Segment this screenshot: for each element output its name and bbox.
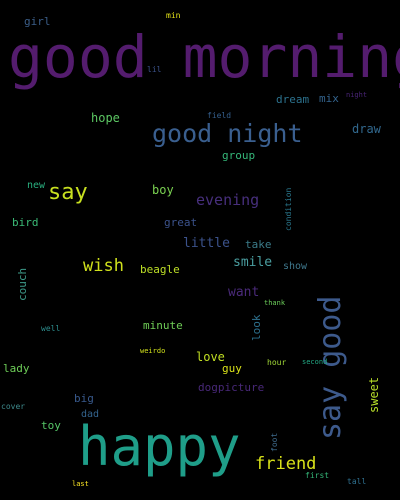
word-love: love <box>196 350 225 364</box>
word-new: new <box>27 180 46 191</box>
word-evening: evening <box>196 191 260 209</box>
word-take: take <box>245 238 272 251</box>
word-field: field <box>207 111 232 120</box>
word-toy: toy <box>41 419 61 432</box>
word-draw: draw <box>352 122 381 136</box>
word-good-night: good night <box>152 119 303 148</box>
word-bird: bird <box>12 216 39 229</box>
word-mix: mix <box>319 92 339 105</box>
word-great: great <box>164 216 198 229</box>
word-dad: dad <box>81 409 100 420</box>
word-little: little <box>183 236 230 251</box>
word-condition: condition <box>284 187 293 231</box>
word-hope: hope <box>91 111 120 125</box>
word-minute: minute <box>143 319 183 332</box>
word-sweet: sweet <box>367 376 381 413</box>
word-foot: foot <box>270 432 279 452</box>
word-second: second <box>302 358 328 366</box>
word-thank: thank <box>264 299 286 307</box>
word-night: night <box>346 91 368 99</box>
word-beagle: beagle <box>140 263 180 276</box>
word-say-good: say good <box>313 295 348 441</box>
word-hour: hour <box>267 358 287 367</box>
word-wish: wish <box>83 256 124 276</box>
word-good-morning: good morning <box>8 23 400 91</box>
word-min: min <box>166 11 181 20</box>
word-happy: happy <box>78 415 241 478</box>
word-first: first <box>305 471 330 480</box>
word-cover: cover <box>1 402 26 411</box>
word-dream: dream <box>276 93 310 106</box>
word-couch: couch <box>16 267 29 301</box>
word-weirdo: weirdo <box>140 347 166 355</box>
word-well: well <box>41 324 61 333</box>
word-dogpicture: dogpicture <box>198 381 265 394</box>
word-want: want <box>228 285 260 300</box>
word-smile: smile <box>233 255 273 270</box>
word-say: say <box>48 180 88 205</box>
word-look: look <box>250 314 263 342</box>
word-boy: boy <box>152 183 174 197</box>
word-tall: tall <box>347 477 367 486</box>
word-big: big <box>74 392 94 405</box>
word-lil: lil <box>147 65 162 74</box>
word-girl: girl <box>24 15 51 28</box>
word-guy: guy <box>222 362 242 375</box>
word-lady: lady <box>3 362 30 375</box>
word-last: last <box>72 480 89 488</box>
word-group: group <box>222 149 256 162</box>
word-show: show <box>283 261 308 272</box>
word-friend: friend <box>255 454 317 474</box>
